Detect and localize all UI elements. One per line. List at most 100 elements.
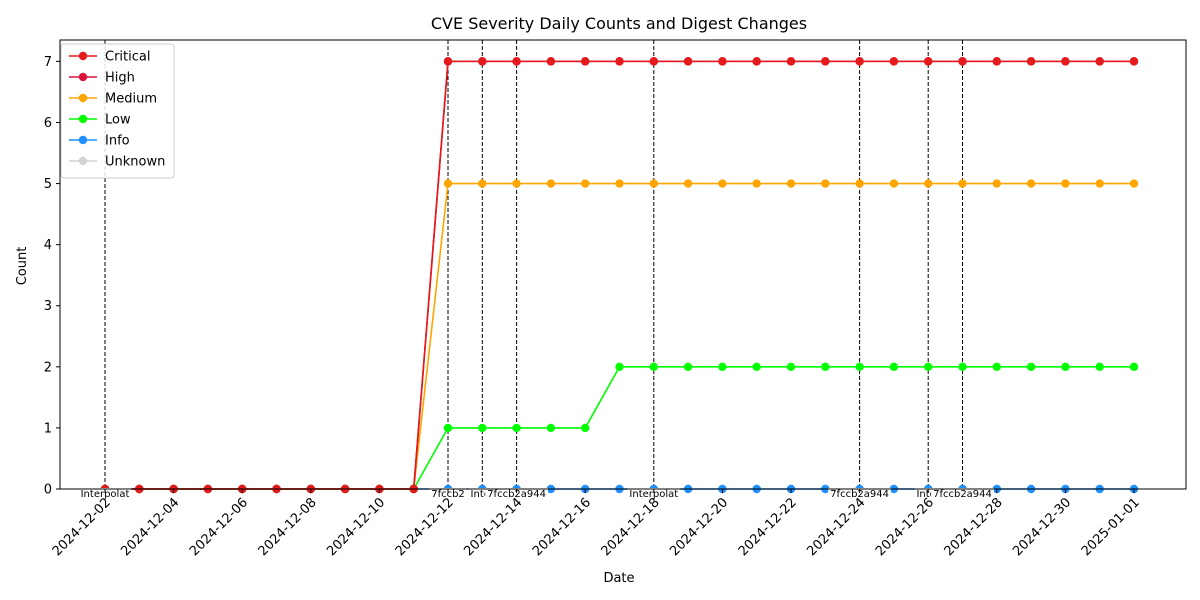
data-point-critical — [546, 57, 556, 66]
data-point-low — [855, 362, 864, 372]
y-tick-label: 1 — [44, 421, 52, 436]
x-tick-label: 2024-12-04 — [118, 495, 182, 559]
data-point-critical — [752, 57, 761, 66]
legend-swatch-marker — [78, 135, 88, 145]
data-point-critical — [1026, 57, 1036, 66]
x-tick-label: 2024-12-28 — [942, 495, 1006, 559]
data-point-low — [649, 362, 658, 372]
legend-swatch-marker — [78, 72, 88, 82]
data-point-medium — [718, 179, 727, 188]
data-point-low — [443, 423, 453, 433]
digest-annotation-background — [78, 488, 132, 501]
data-point-critical — [512, 57, 521, 66]
data-point-medium — [786, 179, 796, 188]
data-point-low — [1129, 362, 1139, 372]
y-tick-label: 2 — [44, 360, 52, 375]
x-tick-label: 2024-12-30 — [1010, 495, 1074, 559]
y-tick-label: 6 — [44, 116, 52, 131]
data-point-low — [889, 362, 899, 372]
y-tick-label: 4 — [44, 238, 52, 253]
data-point-low — [512, 423, 521, 433]
data-point-medium — [958, 179, 967, 188]
x-tick-label: 2025-01-01 — [1079, 495, 1143, 559]
digest-annotation-label: 7fccb2a944 — [933, 489, 992, 500]
data-point-medium — [855, 179, 864, 188]
data-point-low — [718, 362, 727, 372]
data-point-low — [1095, 362, 1104, 372]
x-tick-label: 2024-12-06 — [187, 495, 251, 559]
x-tick-label: 2024-12-20 — [667, 495, 731, 559]
data-point-critical — [1129, 57, 1139, 66]
data-point-medium — [649, 179, 658, 188]
y-tick-label: 0 — [44, 483, 52, 498]
data-point-medium — [1129, 179, 1139, 188]
data-point-low — [478, 423, 487, 433]
legend-swatch-marker — [78, 114, 88, 124]
data-point-critical — [992, 57, 1001, 66]
legend-entry-info: Info — [105, 134, 130, 149]
legend-entry-low: Low — [105, 113, 131, 128]
data-point-medium — [512, 179, 521, 188]
x-tick-label: 2024-12-18 — [599, 495, 663, 559]
data-point-medium — [1061, 179, 1070, 188]
data-point-critical — [615, 57, 624, 66]
chart-title: CVE Severity Daily Counts and Digest Cha… — [431, 14, 807, 33]
legend-entry-medium: Medium — [105, 92, 157, 107]
data-point-critical — [1095, 57, 1104, 66]
data-point-low — [1026, 362, 1036, 372]
x-tick-label: 2024-12-14 — [461, 495, 525, 559]
data-point-low — [924, 362, 933, 372]
legend-swatch-marker — [78, 156, 88, 166]
data-point-low — [786, 362, 796, 372]
data-point-critical — [581, 57, 590, 66]
data-point-low — [992, 362, 1001, 372]
data-point-critical — [478, 57, 487, 66]
x-tick-label: 2024-12-24 — [804, 495, 868, 559]
data-point-medium — [683, 179, 693, 188]
digest-annotation-background — [485, 488, 549, 501]
data-point-critical — [855, 57, 864, 66]
digest-annotation-background — [627, 488, 681, 501]
digest-annotation-background — [828, 488, 892, 501]
digest-annotation: 7fccb2a944 — [931, 488, 994, 501]
legend-entry-critical: Critical — [105, 50, 150, 65]
data-point-medium — [443, 179, 453, 188]
data-point-low — [1061, 362, 1070, 372]
legend-entry-unknown: Unknown — [105, 155, 165, 170]
data-point-low — [821, 362, 830, 372]
x-tick-label: 2024-12-26 — [873, 495, 937, 559]
data-point-low — [958, 362, 967, 372]
x-axis-label: Date — [603, 571, 634, 586]
digest-annotation-background — [931, 488, 994, 501]
data-point-critical — [649, 57, 658, 66]
digest-annotation: Interpolat — [78, 488, 132, 501]
data-point-critical — [683, 57, 693, 66]
digest-annotation-background — [429, 488, 467, 501]
x-tick-label: 2024-12-22 — [736, 495, 800, 559]
data-point-medium — [478, 179, 487, 188]
data-point-low — [581, 423, 590, 433]
digest-annotation-label: 7fccb2a944 — [487, 489, 546, 500]
data-point-medium — [546, 179, 556, 188]
series-line-critical — [105, 60, 1134, 490]
data-point-critical — [821, 57, 830, 66]
data-point-critical — [1061, 57, 1070, 66]
series-line-medium — [105, 182, 1134, 490]
y-tick-label: 7 — [44, 55, 52, 70]
series-line-high — [105, 60, 1134, 490]
y-tick-label: 5 — [44, 177, 52, 192]
x-tick-label: 2024-12-12 — [393, 495, 457, 559]
data-point-medium — [889, 179, 899, 188]
x-tick-label: 2024-12-10 — [324, 495, 388, 559]
data-point-critical — [889, 57, 899, 66]
data-point-critical — [924, 57, 933, 66]
digest-annotation: 7fccb2 — [429, 488, 467, 501]
legend: Critical High Medium Low Info Unknown — [60, 43, 175, 179]
digest-annotation-label: 7fccb2 — [431, 489, 465, 500]
data-point-medium — [1026, 179, 1036, 188]
data-point-medium — [992, 179, 1001, 188]
series-line-low — [105, 366, 1134, 490]
data-point-medium — [821, 179, 830, 188]
